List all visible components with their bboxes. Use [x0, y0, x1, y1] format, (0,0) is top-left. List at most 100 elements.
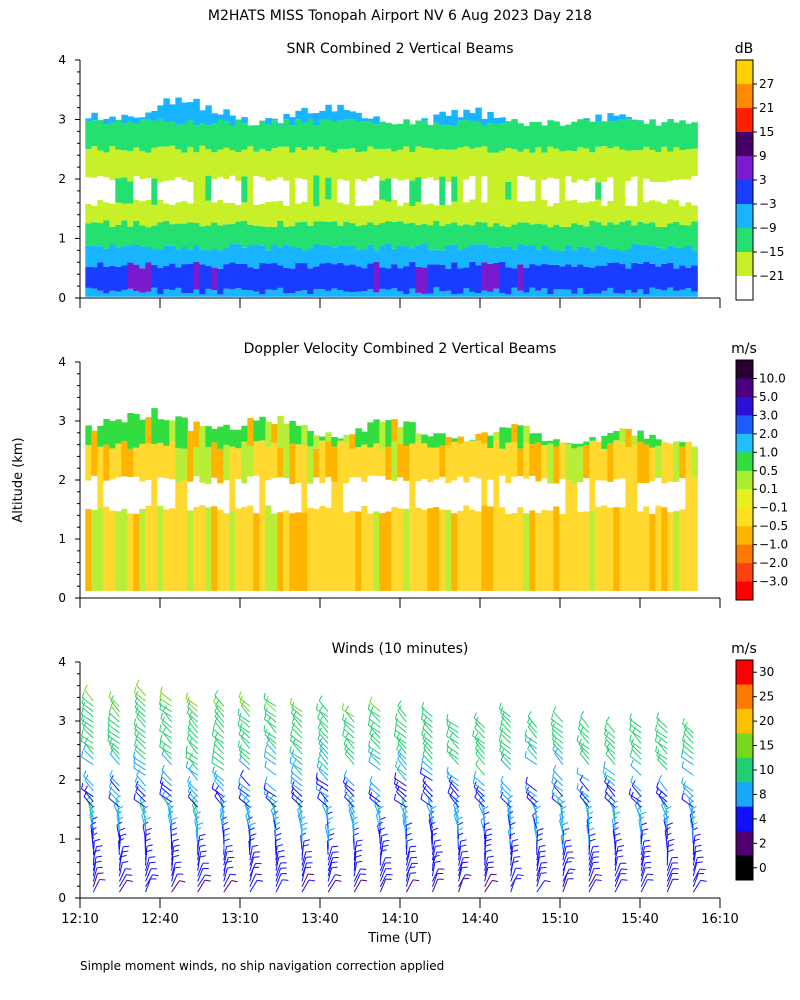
snr-cell [427, 264, 434, 294]
wind-barb [430, 835, 433, 850]
snr-cell [583, 266, 590, 295]
doppler-cell [643, 438, 650, 445]
doppler-cell [223, 480, 230, 514]
wind-barb-flag [289, 697, 293, 704]
snr-cell [187, 182, 194, 204]
snr-colorbar-label: −3 [759, 197, 777, 211]
wind-barb [185, 751, 198, 760]
wind-barb-flag [152, 874, 159, 877]
wind-barb-flag [500, 748, 505, 755]
doppler-cell [469, 509, 476, 591]
doppler-colorbar-swatch [736, 544, 753, 564]
wind-barb [239, 760, 251, 771]
doppler-cell [433, 433, 440, 448]
wind-barb [484, 880, 493, 893]
doppler-cell [475, 478, 482, 512]
wind-barb-flag [200, 850, 207, 853]
doppler-cell [337, 440, 344, 483]
wind-barb-flag [272, 800, 279, 805]
wind-barb [188, 716, 199, 728]
snr-cell [445, 268, 452, 291]
wind-barb [239, 754, 251, 766]
snr-cell [97, 262, 104, 291]
wind-barb [239, 728, 251, 739]
snr-cell [565, 124, 572, 151]
doppler-cell [241, 441, 248, 484]
snr-cell [307, 201, 314, 226]
winds-plot-area [80, 679, 707, 893]
wind-barb [640, 862, 646, 877]
snr-cell [625, 205, 632, 221]
wind-barb [86, 799, 94, 813]
snr-cell [145, 227, 152, 248]
doppler-cell [565, 443, 572, 481]
doppler-cell [241, 425, 248, 442]
doppler-cell [421, 434, 428, 444]
snr-cell [529, 200, 536, 225]
snr-cell [517, 290, 524, 297]
doppler-cell [607, 481, 614, 508]
snr-cell [367, 118, 374, 122]
wind-barb [394, 777, 407, 787]
wind-barb [656, 754, 668, 766]
wind-barb-flag [269, 795, 274, 801]
snr-cell [373, 176, 380, 201]
wind-barb-flag [81, 708, 84, 715]
wind-barb-flag [483, 822, 490, 826]
snr-cell [487, 263, 494, 292]
wind-barb-flag [305, 866, 312, 869]
wind-barb [614, 868, 622, 882]
snr-cell [343, 148, 350, 181]
snr-cell [241, 247, 248, 264]
wind-barb [291, 792, 303, 803]
snr-cell [181, 179, 188, 201]
wind-barb-flag [447, 786, 451, 793]
snr-cell [163, 98, 170, 123]
doppler-cell [517, 425, 524, 449]
doppler-cell [289, 484, 296, 514]
doppler-cell [193, 447, 200, 477]
wind-barb [448, 780, 459, 792]
doppler-cell [559, 513, 566, 591]
wind-barb [606, 784, 616, 797]
doppler-cell [151, 443, 158, 482]
snr-cell [205, 149, 212, 176]
wind-barb [92, 840, 95, 855]
wind-barb [187, 706, 199, 718]
snr-cell [163, 245, 170, 266]
snr-cell [205, 250, 212, 267]
snr-cell [85, 121, 92, 149]
wind-barb-flag [162, 705, 167, 712]
wind-barb [92, 857, 97, 871]
doppler-cell [373, 443, 380, 476]
wind-barb-flag [317, 792, 321, 799]
wind-barb [197, 851, 202, 866]
snr-cell [145, 247, 152, 263]
wind-barb-flag [199, 855, 206, 858]
wind-barb-flag [604, 776, 608, 783]
snr-cell [433, 149, 440, 181]
doppler-cell [529, 510, 536, 591]
snr-cell [319, 204, 326, 222]
wind-barb [316, 782, 329, 792]
wind-barb [275, 879, 283, 893]
doppler-cell [223, 424, 230, 445]
wind-barb [301, 879, 310, 893]
doppler-cell [445, 436, 452, 446]
wind-barb [370, 754, 381, 766]
doppler-cell [307, 430, 314, 447]
winds-colorbar-label: 10 [759, 763, 774, 777]
doppler-cell [589, 437, 596, 441]
wind-barb-flag [393, 730, 396, 737]
doppler-cell [625, 447, 632, 479]
snr-cell [139, 117, 146, 120]
wind-barb-flag [133, 793, 136, 800]
wind-barb [562, 841, 566, 856]
snr-cell [163, 122, 170, 147]
snr-cell [565, 150, 572, 177]
doppler-cell [595, 480, 602, 507]
snr-cell [313, 288, 320, 297]
wind-barb-flag [179, 880, 186, 883]
snr-cell [337, 202, 344, 226]
snr-cell [379, 288, 386, 297]
